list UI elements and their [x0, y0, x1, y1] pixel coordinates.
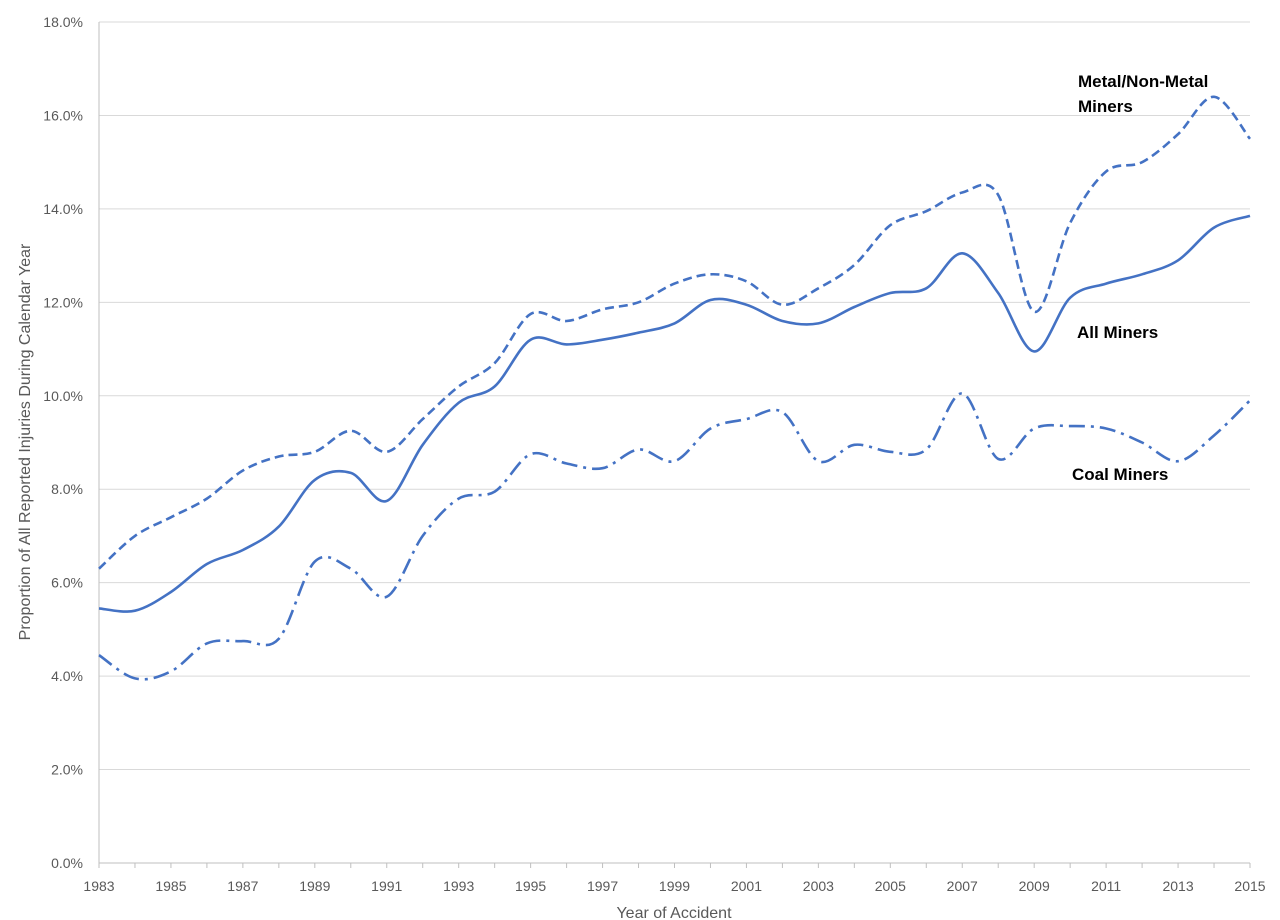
x-tick-label: 2011 [1091, 878, 1121, 894]
x-tick-label: 2009 [1019, 878, 1050, 894]
series-line-metal-non-metal-miners [98, 95, 1252, 570]
series-lines [98, 95, 1252, 681]
x-tick-label: 2013 [1162, 878, 1193, 894]
x-tick-label: 1983 [83, 878, 114, 894]
x-tick-label: 2001 [731, 878, 762, 894]
series-line-coal-miners [98, 392, 1251, 681]
x-tick-label: 1985 [155, 878, 186, 894]
x-tick-label: 1995 [515, 878, 546, 894]
series-line-all-miners [98, 214, 1251, 613]
series-label-metal-nonmetal-line2: Miners [1078, 97, 1133, 116]
y-tick-labels: 0.0% 2.0% 4.0% 6.0% 8.0% 10.0% 12.0% 14.0% 16.0%… [43, 14, 83, 871]
y-tick-label: 2.0% [51, 762, 83, 778]
x-tick-label: 2007 [947, 878, 978, 894]
x-tick-label: 1991 [371, 878, 402, 894]
y-tick-label: 0.0% [51, 855, 83, 871]
x-tick-label: 2015 [1234, 878, 1265, 894]
x-tick-label: 1989 [299, 878, 330, 894]
y-tick-label: 12.0% [43, 294, 83, 310]
x-tick-label: 1993 [443, 878, 474, 894]
x-tick-label: 2005 [875, 878, 906, 894]
gridlines [99, 21, 1250, 771]
y-axis-title: Proportion of All Reported Injuries Duri… [17, 243, 34, 640]
series-label-metal-nonmetal: Metal/Non-Metal [1078, 72, 1208, 91]
y-tick-label: 18.0% [43, 14, 83, 30]
y-tick-label: 8.0% [51, 481, 83, 497]
x-tick-label: 1997 [587, 878, 618, 894]
x-tick-label: 1999 [659, 878, 690, 894]
y-tick-label: 6.0% [51, 575, 83, 591]
y-tick-label: 14.0% [43, 201, 83, 217]
series-label-coal-miners: Coal Miners [1072, 465, 1168, 484]
x-tick-labels: 1983 1985 1987 1989 1991 1993 1995 1997 1999 2001… [83, 863, 1266, 894]
x-axis-title: Year of Accident [616, 905, 732, 920]
y-tick-label: 16.0% [43, 107, 83, 123]
y-tick-label: 4.0% [51, 668, 83, 684]
y-tick-label: 10.0% [43, 388, 83, 404]
x-tick-label: 1987 [227, 878, 258, 894]
series-label-all-miners: All Miners [1077, 323, 1158, 342]
x-tick-label: 2003 [803, 878, 834, 894]
